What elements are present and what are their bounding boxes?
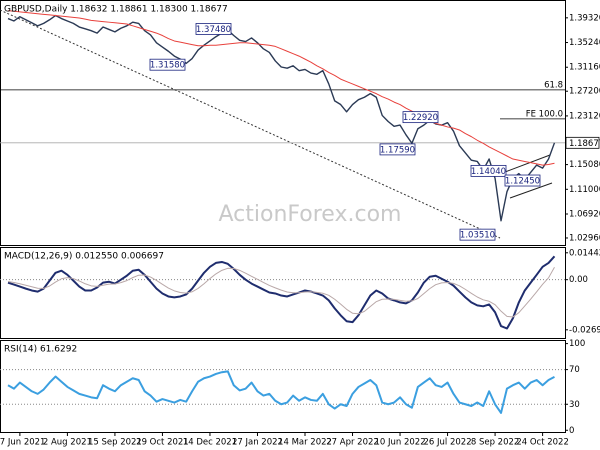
- panel-title: RSI(14) 61.6292: [4, 345, 77, 355]
- watermark: ActionForex.com: [219, 202, 402, 227]
- annotation-label: 1.22920: [403, 113, 438, 123]
- x-tick-label: 27 Apr 2022: [326, 438, 379, 448]
- annotation-box: [504, 174, 541, 187]
- annotation-box: [379, 143, 416, 156]
- series-line: [7, 255, 556, 330]
- x-tick-label: 14 Mar 2022: [278, 438, 332, 448]
- y-tick-label: 1.27200: [569, 87, 600, 97]
- series-line: [7, 370, 555, 414]
- panel-title: MACD(12,26,9) 0.012550 0.006697: [4, 252, 164, 262]
- annotation-box: [470, 164, 507, 177]
- macd-panel: [0, 247, 566, 339]
- y-tick-label: 70: [569, 365, 580, 375]
- y-tick-label: 0.00: [569, 275, 588, 285]
- x-tick-label: 24 Oct 2022: [516, 438, 569, 448]
- annotation-box: [195, 23, 232, 35]
- x-tick-label: 2 Aug 2021: [43, 438, 92, 448]
- panel-title: GBPUSD,Daily 1.18632 1.18861 1.18300 1.1…: [4, 5, 228, 15]
- x-tick-label: 8 Sep 2022: [471, 438, 519, 448]
- series-line: [7, 10, 555, 166]
- y-tick-label: 1.02960: [569, 233, 600, 243]
- annotation-label: 1.14040: [471, 167, 506, 177]
- current-price-box: [565, 136, 600, 149]
- annotation-label: 1.17590: [380, 145, 415, 155]
- annotation-label: 1.37480: [196, 25, 231, 35]
- x-tick-label: 17 Jun 2021: [0, 438, 45, 448]
- y-tick-label: 0.014429: [569, 248, 600, 258]
- annotation-box: [402, 111, 439, 124]
- y-tick-label: 1.06920: [569, 210, 600, 220]
- y-tick-label: 1.23120: [569, 111, 600, 121]
- y-tick-label: 0: [569, 426, 574, 436]
- y-tick-label: 1.39320: [569, 13, 600, 23]
- channel-line: [509, 182, 553, 199]
- y-tick-label: 100: [569, 339, 585, 349]
- y-tick-label: 1.35240: [569, 38, 600, 48]
- series-line: [7, 266, 555, 318]
- y-tick-label: 30: [569, 400, 580, 410]
- x-tick-label: 15 Sep 2021: [88, 438, 142, 448]
- x-tick-label: 10 Jun 2022: [374, 438, 425, 448]
- x-tick-label: 26 Jul 2022: [424, 438, 472, 448]
- annotation-label: 1.31580: [150, 61, 185, 71]
- annotation-label: 1.12450: [505, 177, 540, 187]
- trend-line: [0, 9, 501, 239]
- level-label: FE 100.0: [526, 109, 563, 119]
- x-tick-label: 27 Jan 2022: [232, 438, 283, 448]
- annotation-label: 1.03510: [460, 231, 495, 241]
- series-line: [7, 14, 556, 222]
- rsi-panel: [0, 340, 566, 433]
- channel-line: [504, 154, 551, 173]
- annotation-box: [459, 228, 496, 241]
- y-tick-label: 1.15080: [569, 160, 600, 170]
- current-price-label: 1.18677: [569, 139, 600, 149]
- annotation-box: [149, 58, 186, 71]
- y-tick-label: 1.31160: [569, 63, 600, 73]
- level-label: 61.8: [544, 80, 563, 90]
- price-panel: [0, 0, 566, 246]
- y-tick-label: 1.11000: [569, 185, 600, 195]
- x-tick-label: 14 Dec 2021: [183, 438, 237, 448]
- y-tick-label: -0.026907: [569, 325, 600, 335]
- x-tick-label: 29 Oct 2021: [136, 438, 189, 448]
